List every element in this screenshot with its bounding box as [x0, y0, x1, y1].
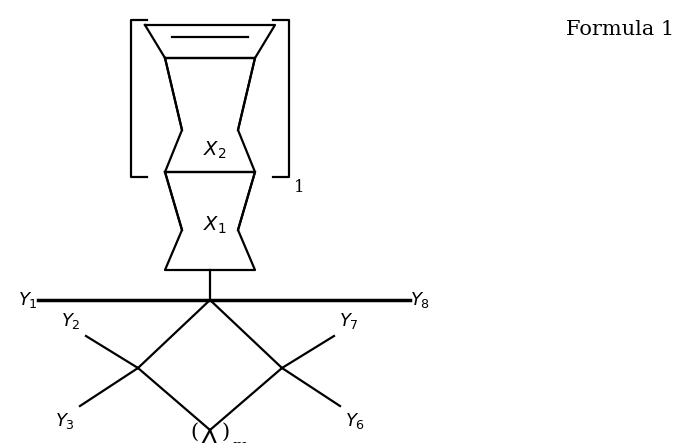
- Text: $\mathit{X}_1$: $\mathit{X}_1$: [203, 214, 227, 236]
- Text: 1: 1: [294, 179, 304, 196]
- Text: $\mathit{Y}_3$: $\mathit{Y}_3$: [55, 411, 75, 431]
- Text: $\mathit{Y}_2$: $\mathit{Y}_2$: [61, 311, 81, 331]
- Text: $\mathit{Y}_6$: $\mathit{Y}_6$: [345, 411, 365, 431]
- Text: ): ): [222, 423, 230, 442]
- Text: m: m: [232, 438, 248, 443]
- Text: $\mathit{X}_2$: $\mathit{X}_2$: [203, 140, 227, 161]
- Text: Formula 1: Formula 1: [566, 20, 674, 39]
- Text: $\mathit{Y}_1$: $\mathit{Y}_1$: [18, 290, 38, 310]
- Text: $\mathit{Y}_8$: $\mathit{Y}_8$: [410, 290, 430, 310]
- Text: $\mathit{Y}_7$: $\mathit{Y}_7$: [339, 311, 359, 331]
- Text: (: (: [190, 423, 198, 442]
